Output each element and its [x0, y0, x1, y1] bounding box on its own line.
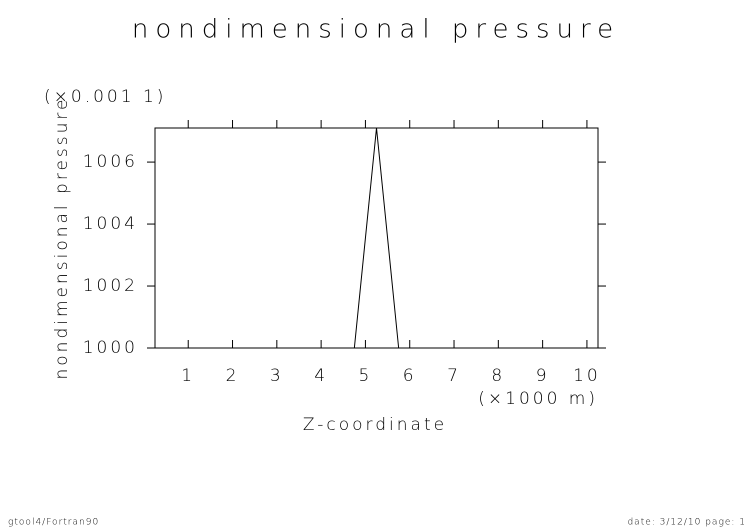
x-tick-label: 1: [181, 366, 195, 386]
x-tick-label: 10: [573, 366, 601, 386]
x-tick-label: 8: [491, 366, 505, 386]
chart-title: nondimensional pressure: [132, 15, 620, 45]
x-tick-label: 6: [403, 366, 417, 386]
y-tick-label: 1002: [83, 276, 138, 296]
y-axis-label: nondimensional pressure: [52, 97, 72, 380]
plot-frame: [154, 127, 599, 349]
y-tick-label: 1000: [83, 338, 138, 358]
x-tick-label: 7: [447, 366, 461, 386]
x-tick-label: 5: [359, 366, 373, 386]
x-axis-label: Z-coordinate: [303, 415, 447, 435]
y-tick-label: 1006: [83, 152, 138, 172]
y-axis-unit: (×0.001 1): [44, 87, 166, 107]
x-tick-label: 3: [270, 366, 284, 386]
x-tick-label: 9: [536, 366, 550, 386]
x-tick-label: 4: [314, 366, 328, 386]
data-line: [155, 127, 598, 349]
y-tick-label: 1004: [83, 214, 138, 234]
x-tick-label: 2: [226, 366, 240, 386]
footer-left: gtool4/Fortran90: [8, 518, 99, 528]
footer-right: date: 3/12/10 page: 1: [627, 518, 746, 528]
x-axis-unit: (×1000 m): [478, 389, 598, 409]
